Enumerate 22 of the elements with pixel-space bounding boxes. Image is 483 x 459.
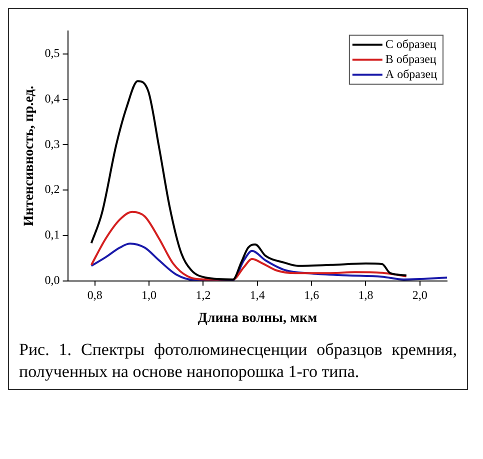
x-tick-label: 1,6 [304, 288, 320, 302]
x-tick-label: 1,4 [250, 288, 265, 302]
legend-label: А образец [385, 66, 438, 81]
x-tick-label: 1,2 [196, 288, 211, 302]
y-tick-label: 0,4 [44, 91, 60, 106]
y-axis-title: Интенсивность, пр.ед. [22, 86, 38, 226]
x-tick-label: 1,0 [142, 288, 157, 302]
x-tick-label: 1,8 [358, 288, 374, 302]
x-axis-title: Длина волны, мкм [198, 311, 318, 326]
y-tick-label: 0,5 [44, 46, 60, 60]
y-tick-label: 0,0 [44, 272, 60, 287]
y-tick-label: 0,1 [44, 228, 60, 242]
legend-label: В образец [385, 52, 437, 66]
x-tick-label: 2,0 [412, 288, 428, 302]
line-series [90, 242, 447, 281]
line-series [90, 210, 408, 280]
y-tick-label: 0,3 [44, 136, 60, 151]
x-tick-label: 0,8 [87, 288, 102, 302]
line-series [90, 80, 408, 280]
y-tick-label: 0,2 [44, 182, 60, 196]
legend-label: С образец [385, 36, 437, 51]
text: Рис. 1. Спектры фотолюминесценции образцов кремния, полученных на основе нанопорошка 1-го типа. [18, 339, 458, 383]
